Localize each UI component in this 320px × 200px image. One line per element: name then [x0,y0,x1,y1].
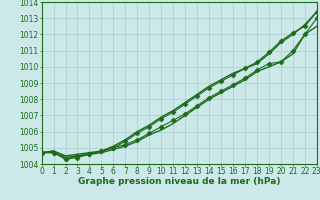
X-axis label: Graphe pression niveau de la mer (hPa): Graphe pression niveau de la mer (hPa) [78,177,280,186]
